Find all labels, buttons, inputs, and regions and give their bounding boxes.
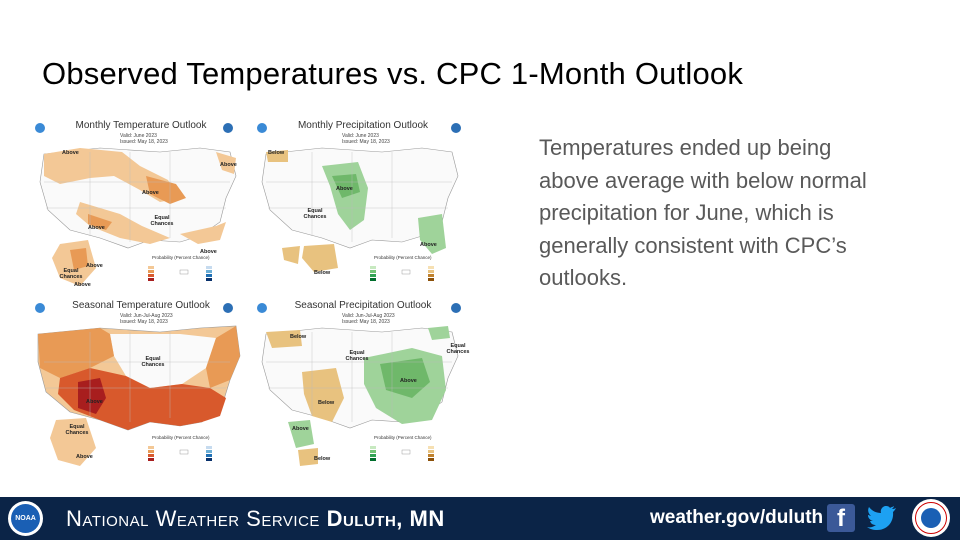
map-label: Above: [292, 426, 309, 432]
panel-issued-date: Issued: May 18, 2023: [342, 139, 390, 145]
map-label: Below: [290, 334, 307, 340]
map-label: Equal Chances: [59, 268, 83, 280]
panel-title: Monthly Temperature Outlook: [75, 120, 207, 131]
map-label: Equal Chances: [303, 208, 327, 220]
noaa-logo: NOAA: [8, 501, 43, 536]
map-label: Equal Chances: [65, 424, 89, 436]
map-label: Above: [76, 454, 93, 460]
nws-seal-icon: [912, 499, 950, 537]
monthly-temperature-outlook-map: Monthly Temperature Outlook Valid: June …: [30, 118, 252, 294]
monthly-precipitation-outlook-map: Monthly Precipitation Outlook Valid: Jun…: [252, 118, 474, 294]
facebook-icon[interactable]: f: [827, 504, 855, 532]
panel-issued-date: Issued: May 18, 2023: [120, 139, 168, 145]
panel-title: Monthly Precipitation Outlook: [297, 120, 429, 131]
map-label: Equal Chances: [150, 215, 174, 227]
map-label: Above: [62, 150, 79, 156]
footer-office-name: National Weather Service Duluth, MN: [66, 506, 445, 532]
nws-seal-core: [921, 508, 941, 528]
slide-title: Observed Temperatures vs. CPC 1-Month Ou…: [42, 56, 744, 91]
footer-bar: NOAA National Weather Service Duluth, MN…: [0, 497, 960, 540]
panel-issued-date: Issued: May 18, 2023: [120, 319, 168, 325]
website-link[interactable]: weather.gov/duluth: [650, 507, 824, 528]
map-label: Above: [74, 282, 91, 288]
legend-title: Probability (Percent Chance): [152, 435, 210, 440]
panel-title: Seasonal Precipitation Outlook: [294, 300, 432, 311]
panel-issued-date: Issued: May 18, 2023: [342, 319, 390, 325]
legend-title: Probability (Percent Chance): [374, 435, 432, 440]
map-label: Below: [318, 400, 335, 406]
map-label: Equal Chances: [345, 350, 369, 362]
panel-title: Seasonal Temperature Outlook: [72, 300, 210, 311]
seasonal-temperature-outlook-map: Seasonal Temperature Outlook Valid: Jun-…: [30, 298, 252, 474]
twitter-icon[interactable]: [866, 503, 898, 533]
map-label: Above: [200, 249, 217, 255]
map-label: Equal Chances: [141, 356, 165, 368]
map-label: Above: [336, 186, 353, 192]
panel-valid-date: Valid: June 2023: [120, 133, 157, 139]
summary-text: Temperatures ended up being above averag…: [539, 135, 867, 290]
agency-name: National Weather Service: [66, 506, 320, 531]
legend-title: Probability (Percent Chance): [374, 255, 432, 260]
map-label: Above: [220, 162, 237, 168]
panel-valid-date: Valid: June 2023: [342, 133, 379, 139]
office-name: Duluth, MN: [326, 506, 445, 531]
map-label: Below: [268, 150, 285, 156]
map-label: Above: [88, 225, 105, 231]
legend-title: Probability (Percent Chance): [152, 255, 210, 260]
map-label: Above: [420, 242, 437, 248]
map-label: Below: [314, 456, 331, 462]
map-label: Above: [142, 190, 159, 196]
map-label: Equal Chances: [446, 343, 470, 355]
map-label: Above: [86, 399, 103, 405]
panel-valid-date: Valid: Jun-Jul-Aug 2023: [342, 313, 395, 319]
panel-valid-date: Valid: Jun-Jul-Aug 2023: [120, 313, 173, 319]
seasonal-precipitation-outlook-map: Seasonal Precipitation Outlook Valid: Ju…: [252, 298, 474, 474]
map-label: Above: [400, 378, 417, 384]
map-label: Below: [314, 270, 331, 276]
noaa-logo-text: NOAA: [11, 504, 40, 533]
map-label: Above: [86, 263, 103, 269]
